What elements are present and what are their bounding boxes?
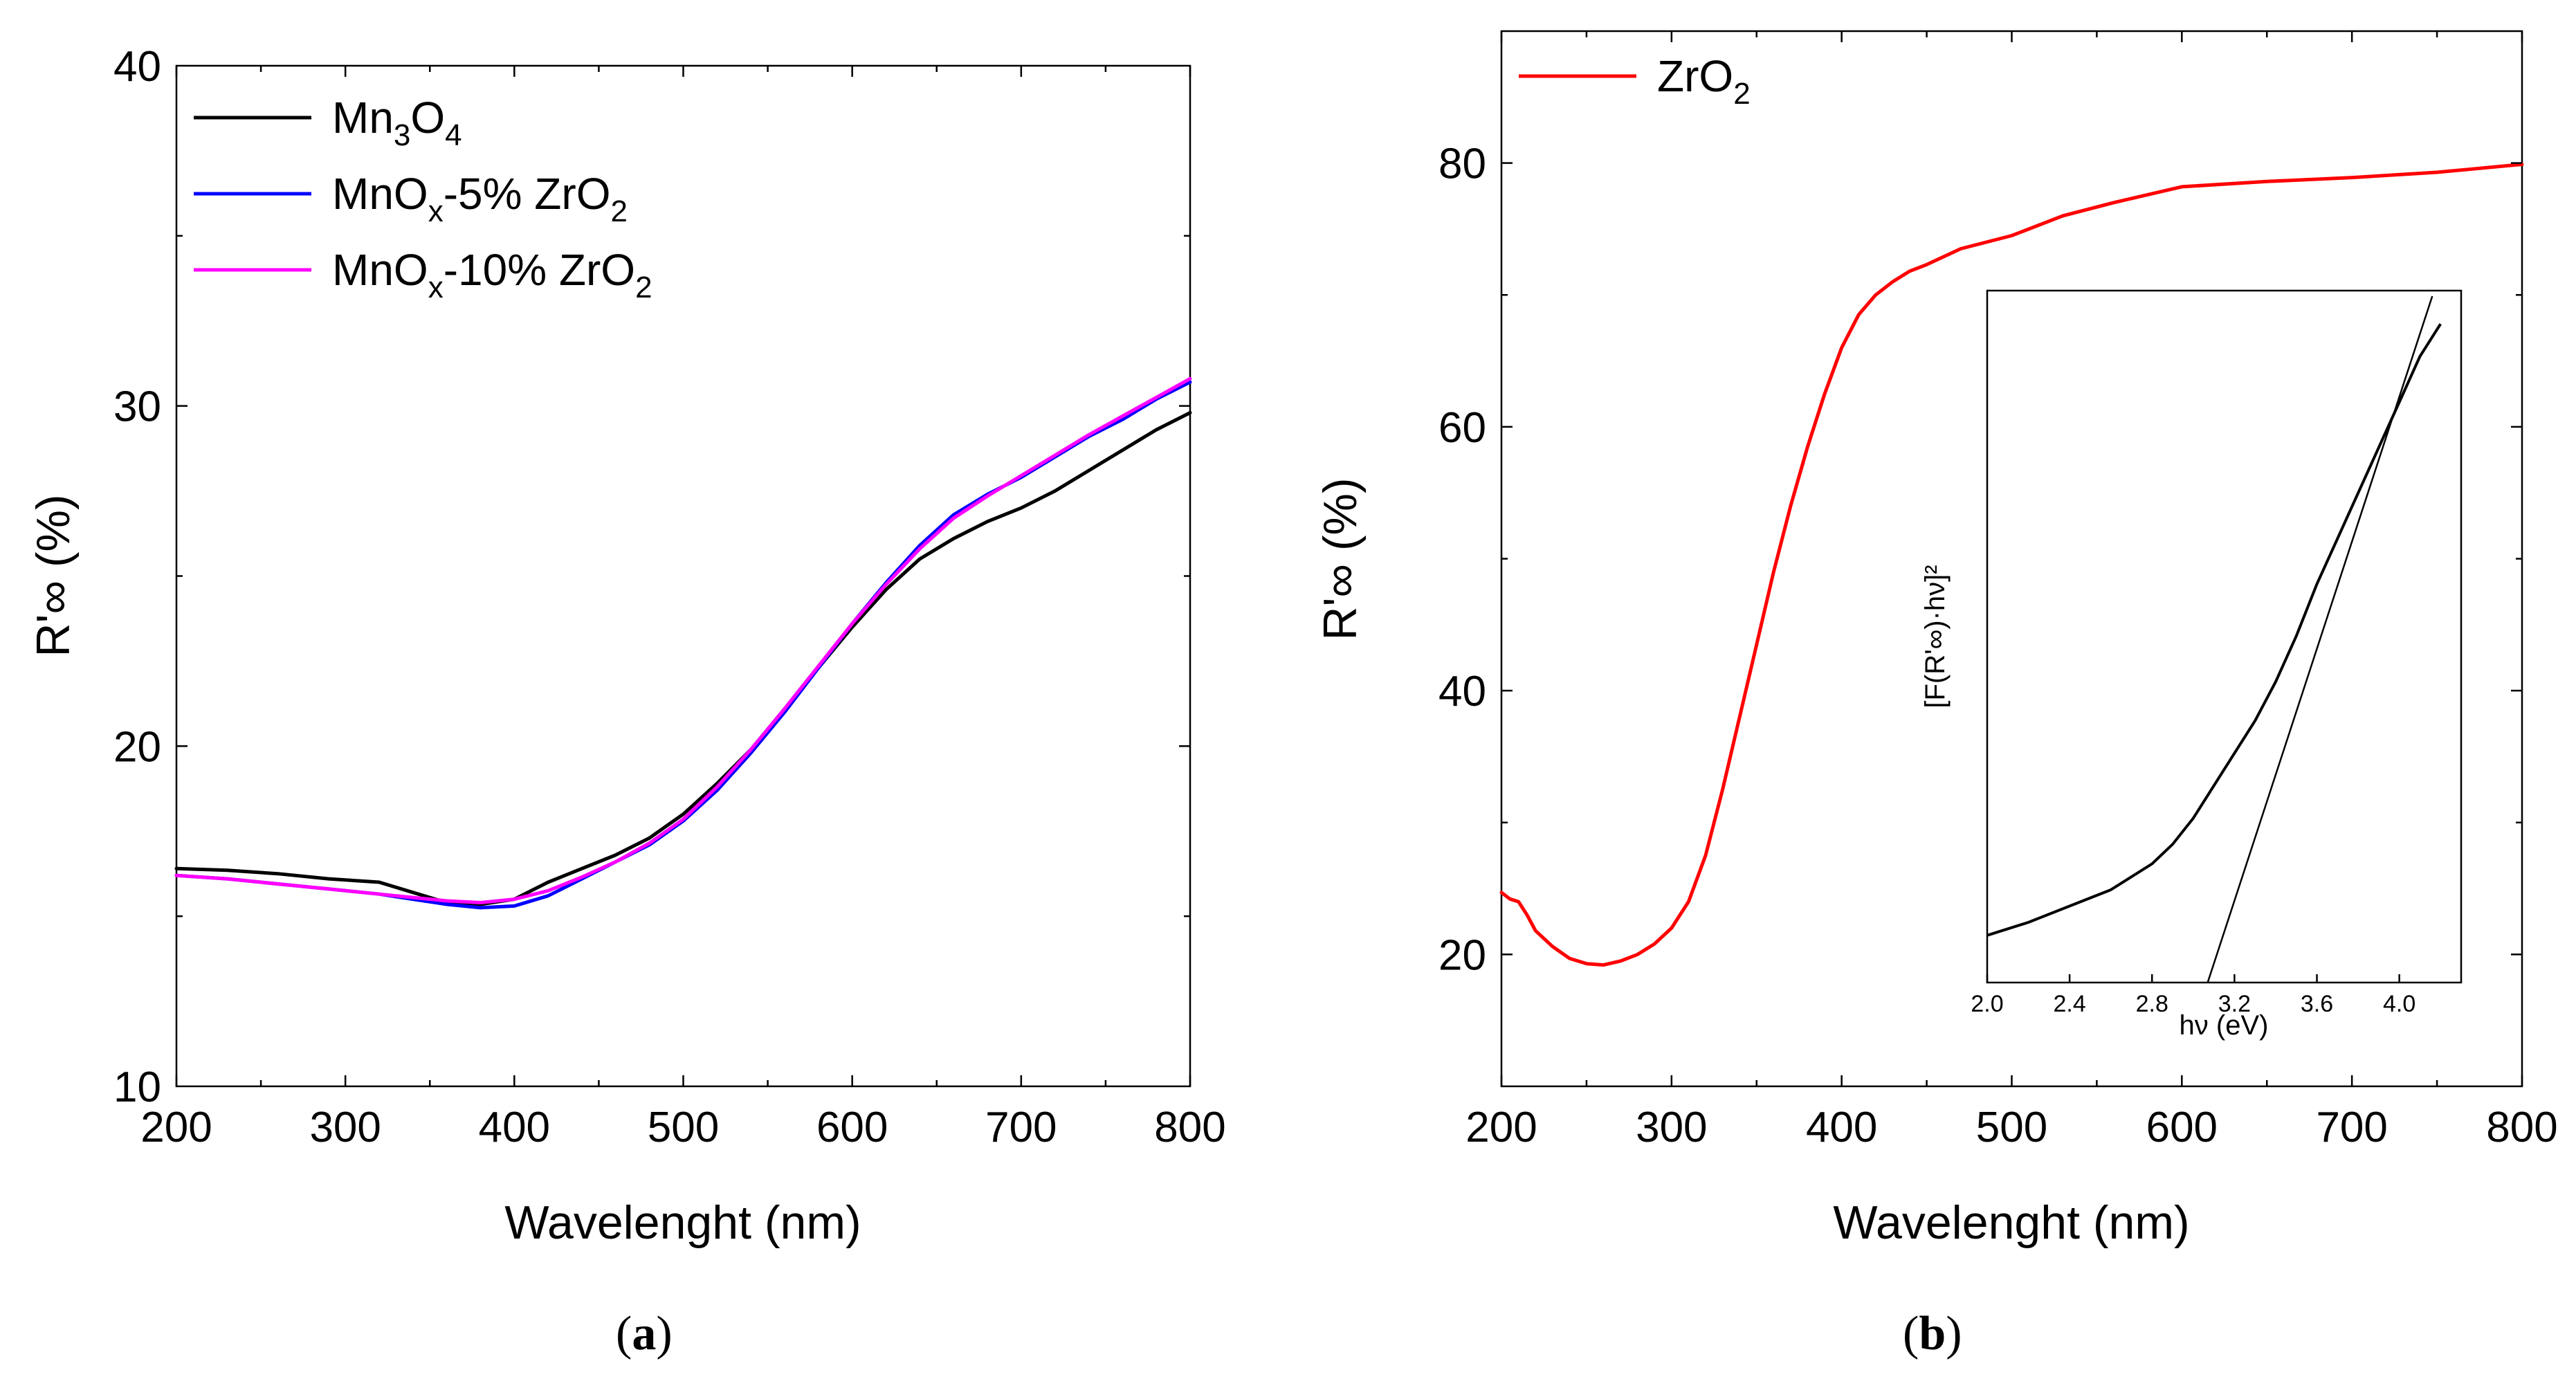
inset-x-tick-label: 2.8 [2136,991,2168,1017]
inset-x-tick-label: 4.0 [2383,991,2415,1017]
panel-b-letter: b [1919,1307,1946,1360]
y-tick-label: 10 [113,1063,161,1111]
panel-b-x-ticks: 200 300 400 500 600 700 800 [1465,31,2558,1151]
panel-a-y-ticks: 10 20 30 40 [113,43,1190,1111]
x-tick-label: 400 [1806,1104,1877,1151]
series-line-0 [174,411,1192,906]
legend-text-part: O [410,93,445,143]
y-tick-label: 80 [1438,140,1486,188]
panel-b-label: (b) [1903,1307,1962,1360]
inset-x-tick-label: 3.6 [2301,991,2333,1017]
panel-b-y-ticks: 20 40 60 80 [1438,140,2522,979]
panel-a-label: (a) [616,1307,673,1360]
inset-x-tick-label: 3.2 [2218,991,2251,1017]
y-tick-label: 20 [113,723,161,771]
panel-b: 200 300 400 500 600 700 800 20 40 60 80 Wavelengh… [1314,30,2558,1360]
inset-x-ticks: 2.0 2.4 2.8 3.2 3.6 4.0 [1971,974,2415,1017]
y-tick-label: 60 [1438,404,1486,452]
legend-text-part: 4 [445,118,462,152]
inset-y-axis-label: [F(R'∞)·hν]² [1920,565,1951,708]
inset-x-tick-label: 2.0 [1971,991,2003,1017]
legend-label-0: Mn3O4 [332,93,462,152]
x-tick-label: 800 [2486,1104,2557,1151]
legend-text-part: x [428,271,444,304]
panel-a-plot-frame [175,64,1191,1088]
legend-text-part: MnO [332,245,428,295]
x-tick-label: 700 [985,1104,1057,1151]
panel-b-series-group [1499,163,2524,967]
legend-text-part: 2 [1733,77,1750,111]
panel-b-inset: 2.0 2.4 2.8 3.2 3.6 4.0 hν (eV) [F(R'∞)·hν]² [1920,289,2463,1041]
legend-text-part: ZrO [1657,51,1733,101]
x-tick-label: 200 [1465,1104,1537,1151]
inset-tangent-line [2207,295,2433,983]
legend-text-part: Mn [332,93,394,143]
inset-marks [1986,295,2442,983]
panel-b-legend: ZrO2 [1519,51,1751,111]
panel-a: 200 300 400 500 600 700 800 10 20 30 40 Wavelengh… [27,43,1226,1360]
y-tick-label: 40 [1438,668,1486,715]
inset-x-tick-label: 2.4 [2053,991,2085,1017]
x-tick-label: 600 [816,1104,888,1151]
y-tick-label: 40 [113,43,161,91]
inset-x-axis-label: hν (eV) [2180,1010,2269,1041]
inset-frame [1986,289,2463,984]
legend-text-part: -5% ZrO [444,169,611,219]
x-tick-label: 300 [1636,1104,1707,1151]
panel-b-x-axis-label: Wavelenght (nm) [1833,1196,2189,1249]
legend-text-part: 2 [610,194,627,228]
legend-text-part: 3 [394,118,410,152]
y-tick-label: 30 [113,383,161,431]
x-tick-label: 400 [479,1104,550,1151]
series-line-1 [174,380,1192,910]
x-tick-label: 500 [1976,1104,2047,1151]
series-line-2 [174,376,1192,904]
x-tick-label: 800 [1154,1104,1225,1151]
legend-text-part: -10% ZrO [444,245,635,295]
panel-a-x-ticks: 200 300 400 500 600 700 800 [140,66,1226,1151]
x-tick-label: 600 [2146,1104,2218,1151]
legend-label-2: MnOx-10% ZrO2 [332,245,652,304]
panel-a-letter: a [632,1307,656,1360]
x-tick-label: 500 [648,1104,719,1151]
legend-text-part: x [428,194,444,228]
panel-a-x-axis-label: Wavelenght (nm) [504,1196,861,1249]
x-tick-label: 300 [309,1104,381,1151]
legend-label-1: MnOx-5% ZrO2 [332,169,628,228]
panel-a-series-group [174,376,1192,910]
legend-text-part: 2 [635,271,652,304]
legend-text-part: MnO [332,169,428,219]
legend-label-0: ZrO2 [1657,51,1751,111]
panel-a-y-axis-label: R'∞ (%) [27,494,80,657]
inset-curve [1986,323,2442,937]
series-line-0 [1499,163,2524,967]
x-tick-label: 700 [2316,1104,2387,1151]
panel-b-y-axis-label: R'∞ (%) [1314,477,1367,640]
y-tick-label: 20 [1438,931,1486,979]
x-tick-label: 200 [140,1104,212,1151]
